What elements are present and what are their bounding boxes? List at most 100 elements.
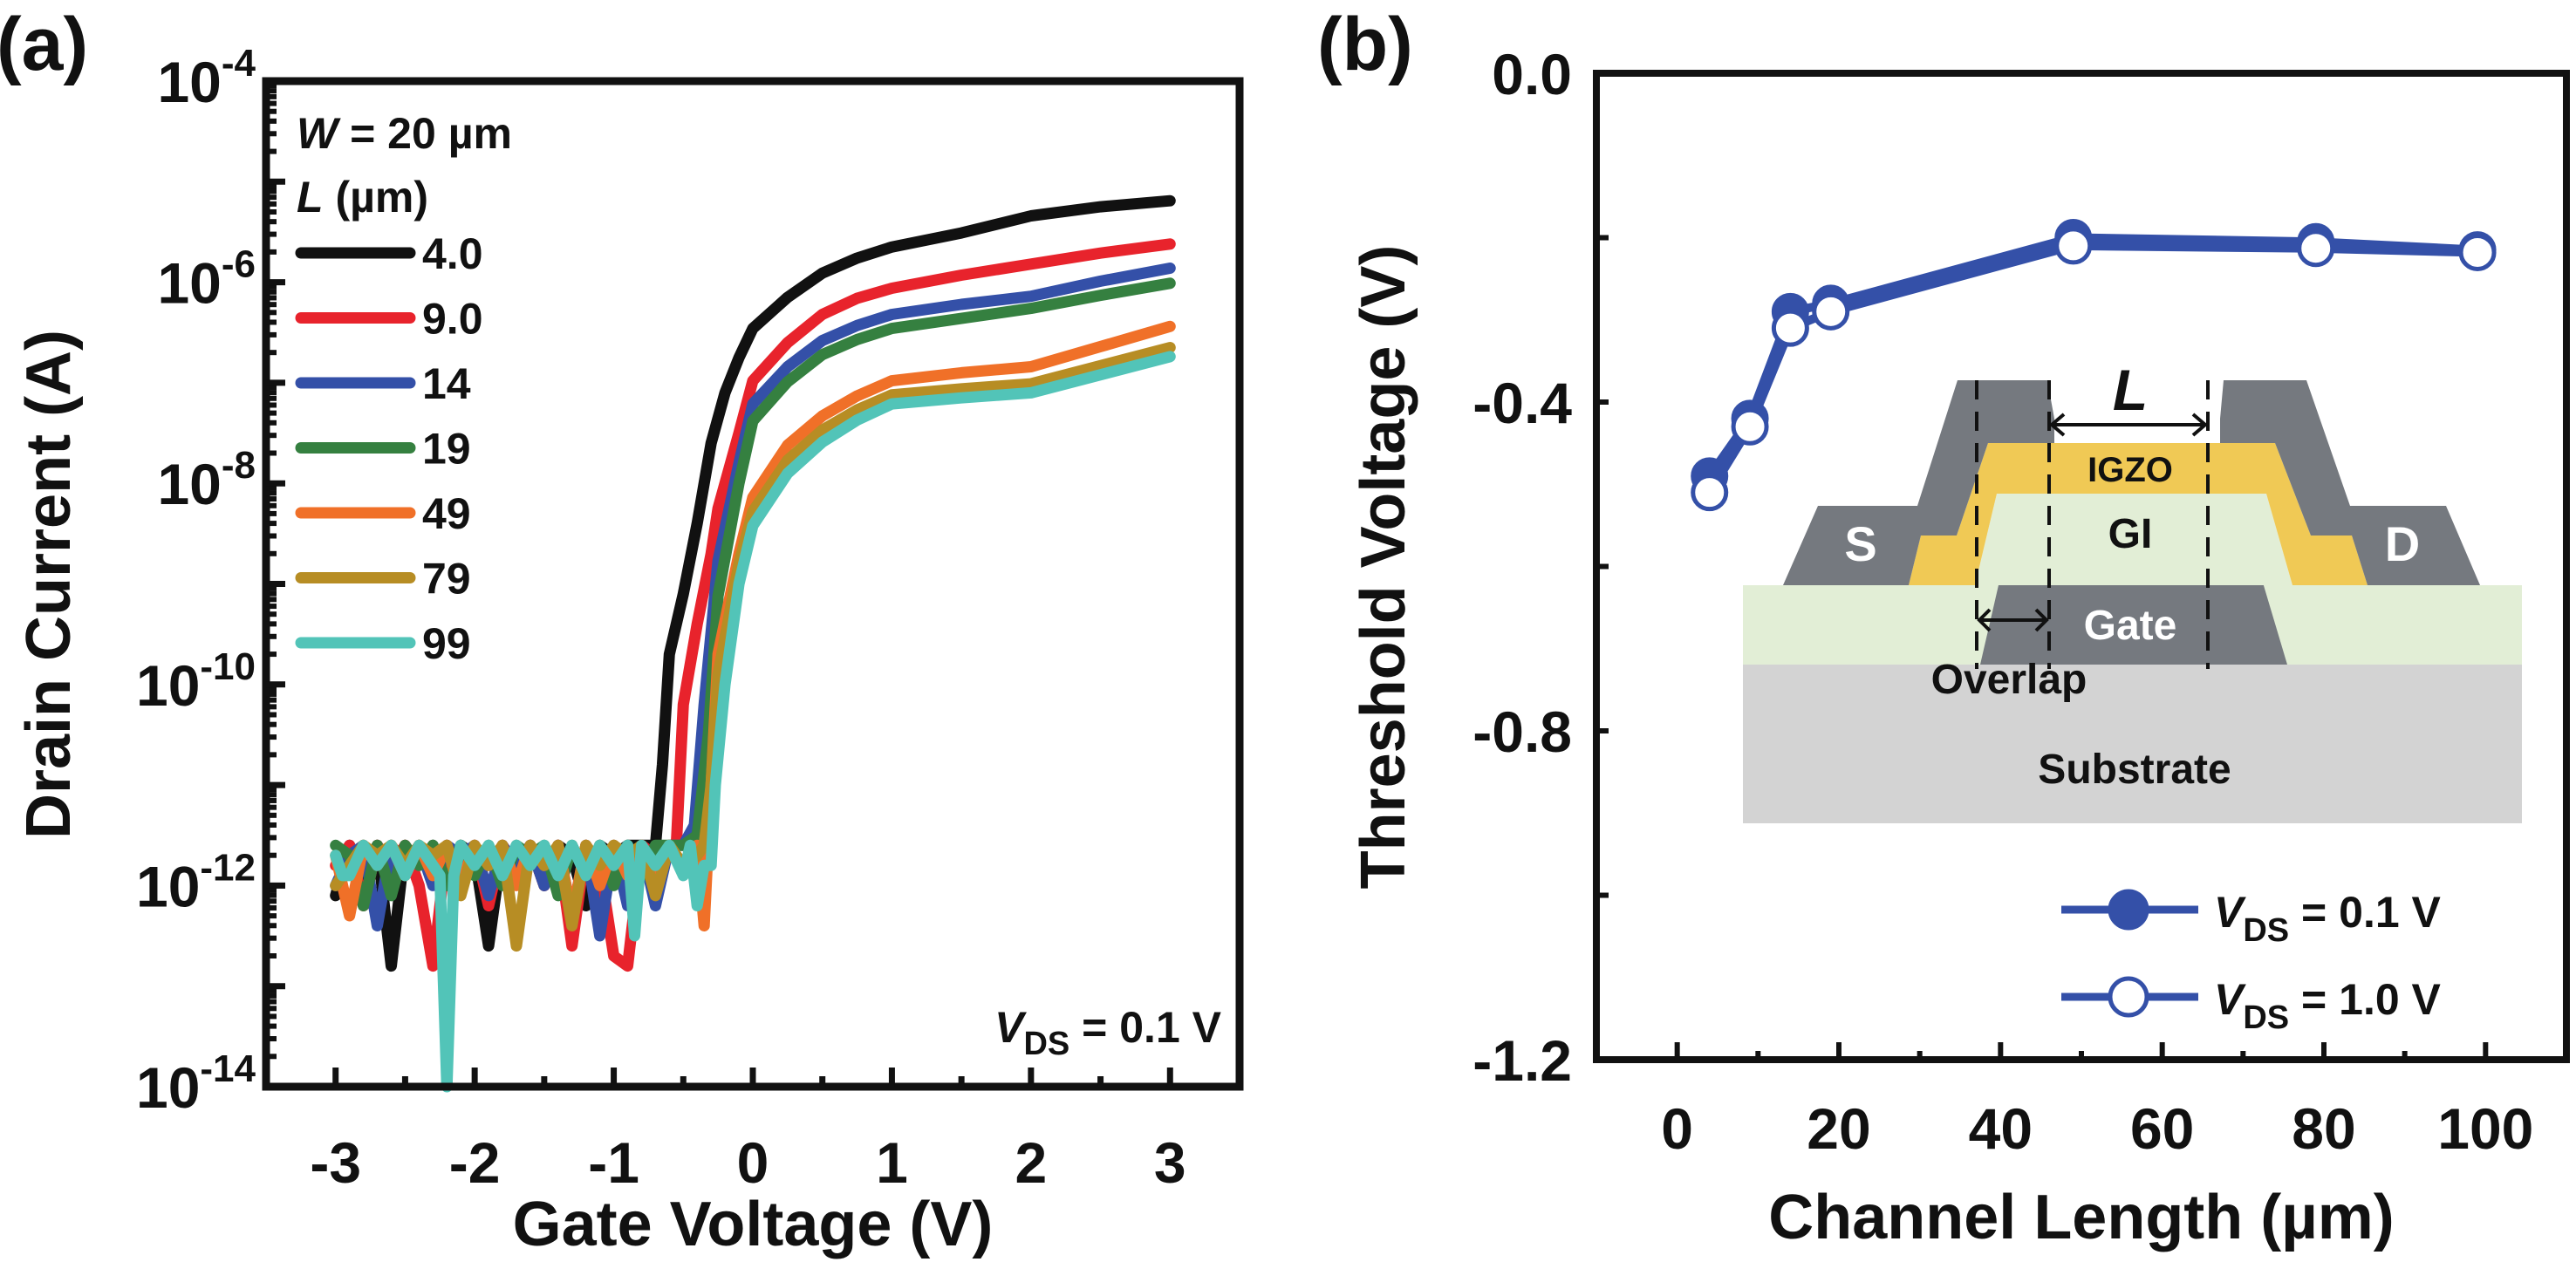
data-point [1691, 474, 1729, 512]
y-tick-label: 10-6 [157, 243, 256, 316]
x-tick-label: 40 [1969, 1096, 2033, 1161]
series-line [1705, 233, 2478, 479]
overlap-label: Overlap [1931, 657, 2087, 703]
legend-item-L-9.0: 9.0 [295, 295, 483, 344]
channel-length-label: L [2113, 358, 2148, 422]
legend-width-var: W [297, 109, 341, 158]
legend-length-header: L (µm) [297, 173, 428, 222]
panel-b-axes [1593, 70, 2570, 1063]
x-tick-label: 0 [737, 1130, 769, 1195]
igzo-label: IGZO [2087, 451, 2173, 489]
panel-b-y-axis-title: Threshold Voltage (V) [1349, 245, 1418, 890]
overlap-arrow [1977, 608, 2049, 632]
data-point [2297, 229, 2335, 268]
igzo-layer [1909, 443, 2368, 585]
y-tick-exponent: -6 [222, 243, 256, 286]
legend-width-value: = 20 µm [338, 109, 512, 158]
y-tick-base: 10 [157, 452, 221, 516]
panel-a-label: (a) [0, 3, 88, 86]
legend-item-L-79: 79 [295, 555, 471, 604]
legend-var: V [2214, 888, 2246, 937]
legend-label: VDS = 0.1 V [2214, 888, 2442, 949]
legend-swatch-marker [2108, 889, 2149, 931]
y-tick-exponent: -8 [222, 444, 256, 487]
panel-a-x-tick-labels: -3 -2 -1 0 1 2 3 [310, 1130, 1186, 1195]
y-tick-label: 0.0 [1492, 42, 1572, 106]
source-label: S [1844, 516, 1876, 571]
series-line-L-99 [330, 351, 1176, 1093]
legend-subscript: DS [2243, 999, 2289, 1036]
y-tick-label: 10-8 [157, 444, 256, 516]
y-tick-base: 10 [157, 251, 221, 316]
panel-a-frame [262, 77, 1244, 1091]
x-tick-label: -3 [310, 1130, 361, 1195]
x-tick-label: -2 [449, 1130, 501, 1195]
y-tick-base: 10 [157, 50, 221, 114]
legend-item-L-4.0: 4.0 [295, 229, 483, 278]
legend-label: 4.0 [422, 229, 483, 278]
panel-a-series-group [330, 194, 1176, 1093]
data-point [1771, 309, 1809, 347]
legend-length-var: L [297, 173, 324, 222]
y-tick-label: -1.2 [1472, 1028, 1572, 1093]
y-tick-label: 10-4 [157, 42, 256, 114]
y-tick-base: 10 [136, 854, 200, 918]
legend-item-L-49: 49 [295, 489, 471, 538]
x-tick-label: 100 [2437, 1096, 2533, 1161]
x-tick-label: 0 [1661, 1096, 1693, 1161]
panel-a-x-axis-title: Gate Voltage (V) [513, 1190, 994, 1259]
x-tick-label: 80 [2292, 1096, 2355, 1161]
substrate-label: Substrate [2038, 747, 2231, 793]
gate-insulator-raised [1975, 494, 2292, 585]
panel-a-y-axis-title: Drain Current (A) [14, 330, 84, 839]
y-tick-label: 10-10 [136, 645, 256, 718]
y-tick-base: 10 [136, 1055, 200, 1120]
data-point [2458, 233, 2497, 271]
y-tick-label: 10-14 [136, 1047, 256, 1120]
x-tick-label: 3 [1154, 1130, 1186, 1195]
legend-value: = 0.1 V [2289, 888, 2441, 937]
source-electrode [1783, 380, 2054, 585]
panel-a-axes [262, 77, 1244, 1091]
panel-b-series-group [1691, 219, 2497, 512]
vds-subscript: DS [1023, 1026, 1069, 1062]
series-vds-1-0 [1691, 227, 2497, 512]
gate-label: Gate [2084, 603, 2177, 649]
vds-value: = 0.1 V [1069, 1003, 1221, 1052]
legend-label: 19 [422, 425, 471, 474]
legend-label: 14 [422, 359, 471, 408]
drain-label: D [2385, 516, 2420, 571]
legend-label: 99 [422, 619, 471, 668]
x-tick-label: 20 [1807, 1096, 1870, 1161]
device-cross-section-inset: L IGZO GI Gate S D Overlap Substrate [1743, 358, 2522, 823]
legend-item-L-19: 19 [295, 425, 471, 474]
panel-a-vds-annotation: VDS = 0.1 V [994, 1003, 1222, 1062]
y-tick-label: -0.4 [1472, 371, 1572, 435]
legend-label: 49 [422, 489, 471, 538]
legend-item-vds-0-1: VDS = 0.1 V [2061, 888, 2442, 949]
legend-label: VDS = 1.0 V [2214, 975, 2442, 1036]
x-tick-label: -1 [588, 1130, 639, 1195]
y-tick-label: 10-12 [136, 846, 256, 918]
legend-item-L-99: 99 [295, 619, 471, 668]
legend-length-unit: (µm) [324, 173, 428, 222]
vds-var: V [994, 1003, 1027, 1052]
x-tick-label: 2 [1015, 1130, 1047, 1195]
panel-b-threshold-voltage: (b) L [1317, 3, 2570, 1252]
y-tick-label: -0.8 [1472, 699, 1572, 764]
legend-label: 79 [422, 555, 471, 604]
y-tick-exponent: -14 [200, 1047, 256, 1090]
legend-subscript: DS [2243, 912, 2289, 949]
x-tick-label: 60 [2130, 1096, 2194, 1161]
legend-label: 9.0 [422, 295, 483, 344]
legend-width-header: W = 20 µm [297, 109, 512, 158]
data-point [2054, 227, 2093, 265]
y-tick-exponent: -4 [222, 42, 256, 85]
legend-item-L-14: 14 [295, 359, 471, 408]
panel-b-x-tick-labels: 0 20 40 60 80 100 [1661, 1096, 2533, 1161]
channel-length-arrow [2048, 413, 2209, 437]
